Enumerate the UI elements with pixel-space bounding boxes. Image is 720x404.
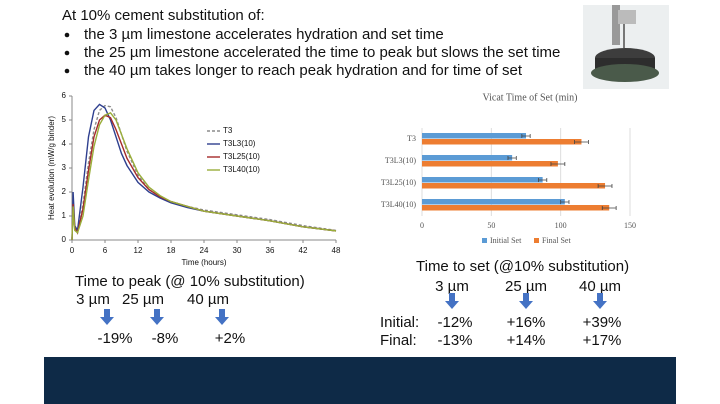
legend-swatch bbox=[534, 238, 539, 243]
down-arrow bbox=[100, 309, 114, 325]
x-tick-label: 36 bbox=[266, 246, 275, 255]
set-value: +39% bbox=[583, 314, 622, 331]
peak-title: Time to peak (@ 10% substitution) bbox=[75, 273, 305, 290]
size-label: 25 µm bbox=[505, 278, 547, 295]
error-bar bbox=[597, 184, 613, 188]
slide-title: At 10% cement substitution of: bbox=[62, 7, 265, 24]
error-bar bbox=[560, 200, 570, 204]
x-tick-label: 150 bbox=[624, 221, 636, 230]
legend-label: Final Set bbox=[542, 236, 571, 245]
legend-swatch bbox=[482, 238, 487, 243]
y-tick-label: 2 bbox=[62, 187, 67, 196]
size-label: 25 µm bbox=[122, 291, 164, 308]
x-tick-label: 0 bbox=[70, 246, 75, 255]
category-label: T3 bbox=[407, 134, 416, 143]
peak-value: -8% bbox=[152, 330, 179, 347]
bar bbox=[422, 139, 582, 145]
down-arrow bbox=[215, 309, 229, 325]
y-tick-label: 4 bbox=[62, 139, 67, 148]
bar bbox=[422, 155, 513, 161]
error-bar bbox=[538, 178, 548, 182]
size-label: 3 µm bbox=[435, 278, 469, 295]
error-bar bbox=[507, 156, 517, 160]
set-value: +16% bbox=[507, 314, 546, 331]
set-title: Time to set (@10% substitution) bbox=[416, 258, 629, 275]
size-label: 40 µm bbox=[579, 278, 621, 295]
bar bbox=[422, 161, 558, 167]
x-tick-label: 24 bbox=[200, 246, 209, 255]
category-label: T3L3(10) bbox=[385, 156, 416, 165]
error-bar bbox=[550, 162, 566, 166]
bullet-text: the 3 µm limestone accelerates hydration… bbox=[84, 26, 444, 43]
set-value: +17% bbox=[583, 332, 622, 349]
bullet-text: the 25 µm limestone accelerated the time… bbox=[84, 44, 560, 61]
legend-label: T3L40(10) bbox=[223, 165, 260, 174]
series-line bbox=[71, 104, 337, 241]
x-tick-label: 0 bbox=[420, 221, 424, 230]
series-line bbox=[71, 103, 337, 241]
legend-label: Initial Set bbox=[490, 236, 522, 245]
bar bbox=[422, 183, 606, 189]
legend-label: T3 bbox=[223, 126, 233, 135]
x-tick-label: 30 bbox=[233, 246, 242, 255]
x-tick-label: 100 bbox=[555, 221, 567, 230]
y-tick-label: 0 bbox=[62, 235, 67, 244]
category-label: T3L25(10) bbox=[381, 178, 416, 187]
series-line bbox=[71, 114, 337, 241]
photo bbox=[583, 5, 669, 89]
peak-value: +2% bbox=[215, 330, 245, 347]
y-tick-label: 1 bbox=[62, 211, 67, 220]
down-arrow bbox=[150, 309, 164, 325]
row-label: Initial: bbox=[380, 314, 419, 331]
x-tick-label: 6 bbox=[103, 246, 108, 255]
bullet bbox=[64, 50, 70, 56]
error-bar bbox=[521, 134, 531, 138]
bar bbox=[422, 199, 565, 205]
down-arrow bbox=[593, 293, 607, 309]
peak-value: -19% bbox=[97, 330, 132, 347]
x-tick-label: 18 bbox=[167, 246, 176, 255]
y-tick-label: 5 bbox=[62, 115, 67, 124]
x-tick-label: 42 bbox=[299, 246, 308, 255]
x-tick-label: 48 bbox=[332, 246, 341, 255]
error-bar bbox=[574, 140, 589, 144]
bullet bbox=[64, 68, 70, 74]
category-label: T3L40(10) bbox=[381, 200, 416, 209]
y-axis-label: Heat evolution (mW/g binder) bbox=[47, 116, 56, 220]
set-value: -13% bbox=[437, 332, 472, 349]
bar bbox=[422, 133, 526, 139]
x-tick-label: 12 bbox=[134, 246, 143, 255]
size-label: 3 µm bbox=[76, 291, 110, 308]
set-value: -12% bbox=[437, 314, 472, 331]
legend-label: T3L25(10) bbox=[223, 152, 260, 161]
chart-title: Vicat Time of Set (min) bbox=[483, 92, 578, 103]
bar bbox=[422, 177, 543, 183]
x-tick-label: 50 bbox=[487, 221, 495, 230]
set-value: +14% bbox=[507, 332, 546, 349]
row-label: Final: bbox=[380, 332, 417, 349]
y-tick-label: 6 bbox=[62, 91, 67, 100]
footer-band bbox=[44, 357, 676, 404]
down-arrow bbox=[519, 293, 533, 309]
size-label: 40 µm bbox=[187, 291, 229, 308]
legend-label: T3L3(10) bbox=[223, 139, 256, 148]
bar bbox=[422, 205, 610, 211]
bullet bbox=[64, 32, 70, 38]
error-bar bbox=[601, 206, 617, 210]
y-tick-label: 3 bbox=[62, 163, 67, 172]
bullet-text: the 40 µm takes longer to reach peak hyd… bbox=[84, 62, 523, 79]
x-axis-label: Time (hours) bbox=[181, 258, 226, 267]
series-line bbox=[71, 111, 337, 241]
down-arrow bbox=[445, 293, 459, 309]
